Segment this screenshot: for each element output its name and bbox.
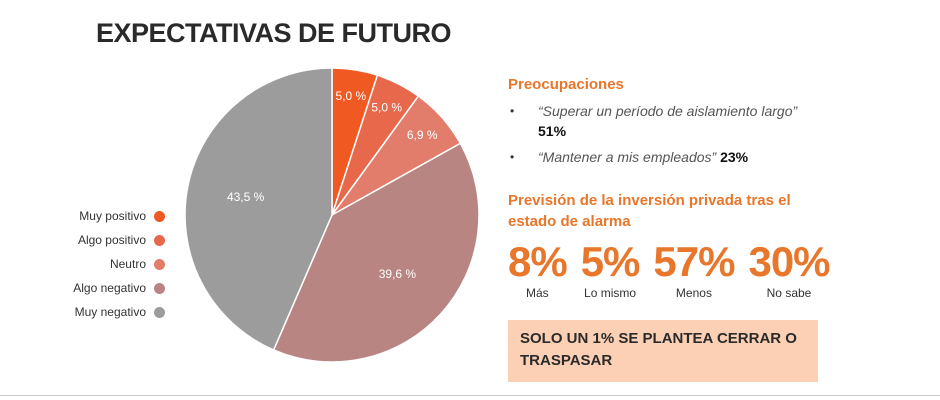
concern-value: 23% bbox=[720, 149, 749, 165]
stat-item: 57% Menos bbox=[653, 238, 735, 300]
legend-item: Neutro bbox=[40, 252, 165, 276]
pie-data-label: 43,5 % bbox=[227, 190, 265, 204]
stat-value: 57% bbox=[653, 238, 735, 285]
stat-item: 30% No sabe bbox=[748, 238, 830, 300]
stat-value: 8% bbox=[508, 238, 568, 285]
investment-stats: 8% Más 5% Lo mismo 57% Menos 30% No sabe bbox=[508, 238, 848, 300]
stat-label: Lo mismo bbox=[584, 286, 637, 300]
legend-label: Neutro bbox=[109, 257, 146, 271]
concern-quote: “Superar un período de aislamiento largo… bbox=[538, 103, 798, 119]
stat-label: Menos bbox=[675, 286, 712, 300]
page-title: EXPECTATIVAS DE FUTURO bbox=[96, 18, 452, 48]
legend-item: Muy positivo bbox=[40, 204, 165, 228]
concern-item: “Mantener a mis empleados” 23% bbox=[508, 147, 808, 167]
pie-data-label: 6,9 % bbox=[407, 128, 438, 142]
stat-value: 5% bbox=[580, 238, 641, 285]
legend-swatch bbox=[154, 210, 165, 222]
chart-legend: Muy positivo Algo positivo Neutro Algo nega… bbox=[40, 204, 165, 324]
pie-slice-muy-negativo bbox=[184, 67, 333, 351]
stat-value: 30% bbox=[748, 238, 830, 285]
legend-label: Muy positivo bbox=[79, 209, 146, 223]
legend-item: Algo positivo bbox=[40, 228, 165, 252]
legend-swatch bbox=[154, 258, 165, 270]
stat-label: No sabe bbox=[766, 286, 812, 300]
stat-label: Más bbox=[526, 286, 549, 300]
pie-slice-algo-negativo bbox=[272, 142, 480, 363]
pie-data-label: 5,0 % bbox=[371, 101, 402, 115]
legend-label: Muy negativo bbox=[74, 305, 146, 319]
concerns-title: Preocupaciones bbox=[508, 76, 624, 93]
legend-label: Algo positivo bbox=[77, 233, 146, 247]
concerns-list: “Superar un período de aislamiento largo… bbox=[508, 101, 928, 167]
concern-value: 51% bbox=[538, 123, 567, 139]
investment-title: Previsión de la inversión privada tras e… bbox=[508, 192, 791, 230]
callout-box: SOLO UN 1% SE PLANTEA CERRAR O TRASPASAR bbox=[508, 320, 818, 382]
stat-item: 8% Más bbox=[508, 238, 568, 300]
pie-data-label: 5,0 % bbox=[336, 89, 367, 103]
legend-swatch bbox=[154, 282, 165, 294]
bottom-divider bbox=[0, 395, 940, 396]
legend-swatch bbox=[154, 306, 165, 318]
pie-data-label: 39,6 % bbox=[379, 267, 417, 281]
concerns-section: Preocupaciones “Superar un período de ai… bbox=[508, 74, 928, 173]
concern-quote: “Mantener a mis empleados” bbox=[538, 149, 717, 165]
concern-item: “Superar un período de aislamiento largo… bbox=[508, 101, 808, 141]
investment-section: Previsión de la inversión privada tras e… bbox=[508, 190, 808, 232]
legend-item: Algo negativo bbox=[40, 276, 165, 300]
stat-item: 5% Lo mismo bbox=[580, 238, 641, 300]
legend-item: Muy negativo bbox=[40, 300, 165, 324]
legend-swatch bbox=[154, 234, 165, 246]
legend-label: Algo negativo bbox=[73, 281, 146, 295]
